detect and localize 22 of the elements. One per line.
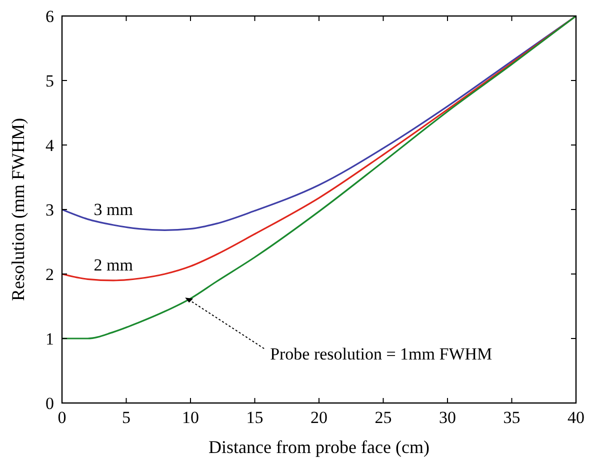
x-tick-label: 30 — [439, 408, 456, 427]
x-tick-label: 15 — [246, 408, 264, 427]
x-tick-label: 5 — [122, 408, 130, 427]
series-label: 2 mm — [94, 255, 133, 274]
annotation: Probe resolution = 1mm FWHM — [270, 344, 492, 364]
y-tick-label: 0 — [46, 394, 54, 413]
x-tick-label: 10 — [182, 408, 199, 427]
y-tick-label: 6 — [46, 7, 54, 26]
x-tick-label: 20 — [310, 408, 328, 427]
x-tick-label: 40 — [568, 408, 584, 427]
x-tick-label: 25 — [374, 408, 392, 427]
x-axis-title: Distance from probe face (cm) — [208, 437, 430, 457]
x-tick-label: 35 — [503, 408, 520, 427]
y-axis-title: Resolution (mm FWHM) — [8, 118, 28, 301]
y-tick-label: 4 — [46, 136, 54, 155]
y-tick-label: 1 — [46, 330, 54, 348]
series-label: 3 mm — [94, 200, 133, 219]
y-tick-label: 5 — [46, 72, 54, 90]
x-tick-label: 0 — [58, 408, 66, 427]
y-tick-label: 3 — [46, 200, 54, 220]
y-tick-label: 2 — [46, 265, 54, 284]
line-series — [61, 15, 577, 340]
